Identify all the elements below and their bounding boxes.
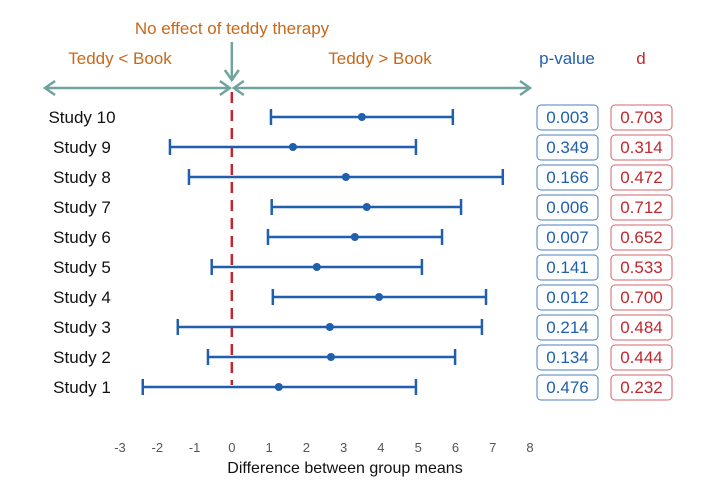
d-box <box>610 374 673 401</box>
left-arrow-head-inner <box>219 79 232 97</box>
p-value-text: 0.006 <box>546 198 589 217</box>
study-row: Study 7 0.006 0.712 <box>53 194 673 221</box>
point-estimate <box>357 113 366 121</box>
down-arrow-head <box>223 69 240 83</box>
d-box <box>610 344 673 371</box>
study-label: Study 2 <box>53 348 111 367</box>
x-tick-label: 2 <box>303 440 310 455</box>
p-value-text: 0.007 <box>546 228 589 247</box>
p-value-box <box>536 134 599 161</box>
x-tick-label: 7 <box>489 440 496 455</box>
d-box <box>610 314 673 341</box>
d-box <box>610 284 673 311</box>
no-effect-label: No effect of teddy therapy <box>135 19 330 38</box>
direction-arrows <box>42 42 533 97</box>
x-tick-label: -2 <box>151 440 163 455</box>
x-tick-label: 3 <box>340 440 347 455</box>
d-text: 0.652 <box>620 228 663 247</box>
d-box <box>610 134 673 161</box>
d-text: 0.703 <box>620 108 663 127</box>
left-direction-label: Teddy < Book <box>68 49 172 68</box>
x-tick-label: 4 <box>377 440 384 455</box>
d-header: d <box>636 49 645 68</box>
x-axis-label: Difference between group means <box>227 460 462 477</box>
x-tick-label: -3 <box>114 440 126 455</box>
study-row: Study 10 0.003 0.703 <box>48 104 673 131</box>
p-value-header: p-value <box>539 49 595 68</box>
d-text: 0.444 <box>620 348 663 367</box>
study-label: Study 1 <box>53 378 111 397</box>
point-estimate <box>362 203 371 211</box>
x-tick-label: 0 <box>228 440 235 455</box>
study-row: Study 3 0.214 0.484 <box>53 314 673 341</box>
p-value-box <box>536 344 599 371</box>
d-text: 0.533 <box>620 258 663 277</box>
right-direction-label: Teddy > Book <box>328 49 432 68</box>
d-box <box>610 254 673 281</box>
right-arrow-head-outer <box>519 79 533 97</box>
study-label: Study 7 <box>53 198 111 217</box>
study-label: Study 3 <box>53 318 111 337</box>
study-row: Study 2 0.134 0.444 <box>53 344 673 371</box>
p-value-text: 0.141 <box>546 258 589 277</box>
study-row: Study 1 0.476 0.232 <box>53 374 673 401</box>
study-row: Study 8 0.166 0.472 <box>53 164 673 191</box>
p-value-box <box>536 374 599 401</box>
d-box <box>610 224 673 251</box>
p-value-box <box>536 194 599 221</box>
study-label: Study 5 <box>53 258 111 277</box>
study-label: Study 8 <box>53 168 111 187</box>
point-estimate <box>350 233 359 241</box>
p-value-box <box>536 314 599 341</box>
p-value-box <box>536 164 599 191</box>
p-value-text: 0.012 <box>546 288 589 307</box>
d-text: 0.472 <box>620 168 663 187</box>
p-value-box <box>536 284 599 311</box>
x-tick-label: 8 <box>526 440 533 455</box>
study-row: Study 5 0.141 0.533 <box>53 254 673 281</box>
point-estimate <box>274 383 283 391</box>
p-value-text: 0.214 <box>546 318 589 337</box>
d-text: 0.712 <box>620 198 663 217</box>
point-estimate <box>325 323 334 331</box>
d-text: 0.700 <box>620 288 663 307</box>
d-text: 0.232 <box>620 378 663 397</box>
p-value-box <box>536 104 599 131</box>
x-tick-label: -1 <box>189 440 201 455</box>
d-text: 0.314 <box>620 138 663 157</box>
point-estimate <box>312 263 321 271</box>
point-estimate <box>326 353 335 361</box>
x-axis: -3 -2 -1 0 1 2 3 4 5 6 7 8 <box>114 440 533 455</box>
d-box <box>610 164 673 191</box>
study-row: Study 6 0.007 0.652 <box>53 224 673 251</box>
x-tick-label: 6 <box>452 440 459 455</box>
study-row: Study 9 0.349 0.314 <box>53 134 673 161</box>
point-estimate <box>341 173 350 181</box>
left-arrow-head-outer <box>42 79 56 97</box>
p-value-box <box>536 254 599 281</box>
p-value-text: 0.166 <box>546 168 589 187</box>
right-arrow-head-inner <box>231 79 245 97</box>
p-value-text: 0.476 <box>546 378 589 397</box>
p-value-text: 0.349 <box>546 138 589 157</box>
study-label: Study 6 <box>53 228 111 247</box>
study-label: Study 10 <box>48 108 115 127</box>
p-value-text: 0.134 <box>546 348 589 367</box>
study-label: Study 9 <box>53 138 111 157</box>
d-text: 0.484 <box>620 318 663 337</box>
x-tick-label: 1 <box>265 440 272 455</box>
study-row: Study 4 0.012 0.700 <box>53 284 673 311</box>
study-label: Study 4 <box>53 288 111 307</box>
point-estimate <box>375 293 384 301</box>
d-box <box>610 194 673 221</box>
point-estimate <box>288 143 297 151</box>
x-tick-label: 5 <box>415 440 422 455</box>
p-value-box <box>536 224 599 251</box>
p-value-text: 0.003 <box>546 108 589 127</box>
d-box <box>610 104 673 131</box>
